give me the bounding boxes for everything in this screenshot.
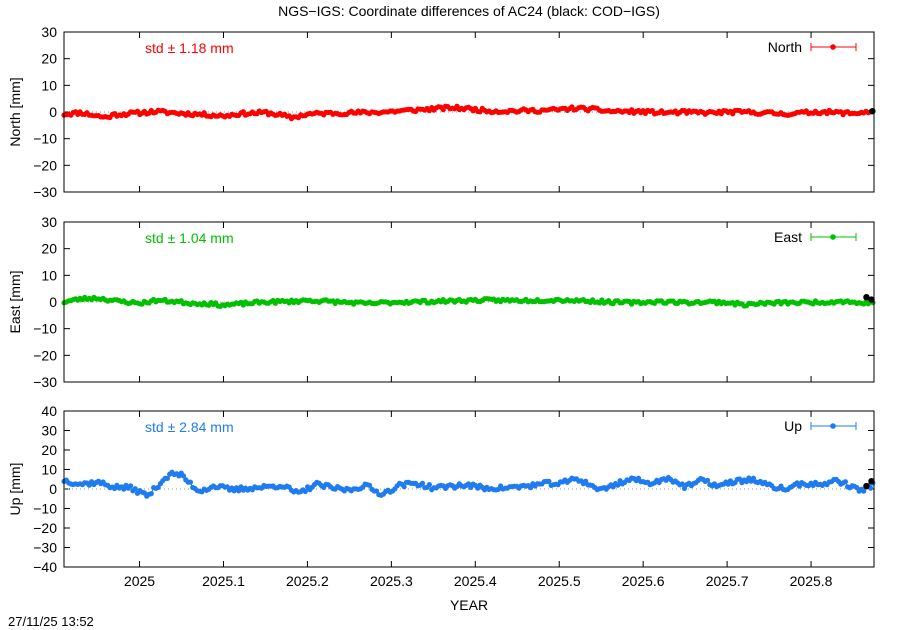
data-point <box>419 480 426 486</box>
data-point <box>128 483 134 489</box>
y-tick-label: 0 <box>49 294 57 310</box>
panel-north: 30 20 10 0 −10 −20 −30 North [mm] std ± 1.18 mm N… <box>7 24 876 200</box>
legend-label: North <box>768 39 802 55</box>
std-annotation: std ± 1.04 mm <box>145 230 234 246</box>
y-tick-label: −10 <box>33 501 57 517</box>
y-tick-label: −20 <box>33 347 57 363</box>
y-tick-label: −30 <box>33 374 57 390</box>
legend-marker <box>830 423 836 429</box>
data-point <box>704 477 711 483</box>
cod-point <box>868 478 875 485</box>
cod-point <box>869 108 876 115</box>
data-point <box>180 473 187 479</box>
legend-marker <box>830 234 836 240</box>
chart-title: NGS−IGS: Coordinate differences of AC24 … <box>278 3 660 19</box>
data-point <box>401 484 407 490</box>
data-point <box>861 488 867 494</box>
y-tick-label: 30 <box>41 214 57 230</box>
timestamp: 27/11/25 13:52 <box>8 614 94 629</box>
y-tick-label: −30 <box>33 540 57 556</box>
y-tick-label: 0 <box>49 481 57 497</box>
x-tick-label: 2025.6 <box>622 573 665 589</box>
x-tick-label: 2025.3 <box>370 573 413 589</box>
y-tick-label: 30 <box>41 24 57 40</box>
data-point <box>302 488 308 495</box>
cod-point <box>868 296 875 303</box>
panel-up: 40 30 20 10 0 −10 −20 −30 −40 2025 2025.1 2025.2 202… <box>7 403 876 589</box>
y-tick-label: 0 <box>49 104 57 120</box>
data-point <box>842 479 849 485</box>
std-annotation: std ± 1.18 mm <box>145 40 234 56</box>
x-tick-label: 2025.7 <box>706 573 749 589</box>
y-axis-label: North [mm] <box>7 77 23 146</box>
y-tick-label: 40 <box>41 403 57 419</box>
y-tick-label: −20 <box>33 157 57 173</box>
x-tick-label: 2025.4 <box>454 573 497 589</box>
x-tick-label: 2025.1 <box>202 573 245 589</box>
data-point <box>527 485 534 491</box>
y-tick-label: −40 <box>33 559 57 575</box>
y-tick-label: 20 <box>41 241 57 257</box>
data-point <box>615 482 621 488</box>
legend-label: Up <box>784 418 802 434</box>
y-tick-label: −30 <box>33 184 57 200</box>
data-point <box>681 485 688 491</box>
data-point <box>148 491 154 497</box>
x-tick-label: 2025 <box>124 573 155 589</box>
x-axis-label: YEAR <box>450 597 488 613</box>
data-point <box>546 478 552 484</box>
x-tick-label: 2025.5 <box>538 573 581 589</box>
y-tick-label: 20 <box>41 442 57 458</box>
x-tick-label: 2025.8 <box>790 573 833 589</box>
y-tick-label: −10 <box>33 131 57 147</box>
data-point <box>373 488 380 494</box>
plot-frame <box>63 31 875 193</box>
y-tick-label: 30 <box>41 423 57 439</box>
y-tick-label: −20 <box>33 520 57 536</box>
cod-point <box>863 294 870 301</box>
y-tick-label: 10 <box>41 462 57 478</box>
data-point <box>426 482 432 488</box>
y-tick-label: 20 <box>41 51 57 67</box>
data-point <box>187 479 193 485</box>
data-point <box>164 475 170 481</box>
y-tick-label: −10 <box>33 321 57 337</box>
data-point <box>367 482 373 488</box>
y-tick-label: 10 <box>41 267 57 283</box>
data-point <box>121 486 127 492</box>
y-axis-label: East [mm] <box>7 270 23 333</box>
legend-marker <box>830 44 836 50</box>
plot-frame <box>63 410 875 568</box>
data-point <box>236 488 242 494</box>
cod-point <box>863 482 870 490</box>
panel-east: 30 20 10 0 −10 −20 −30 East [mm] std ± 1.04 mm Ea… <box>7 214 876 390</box>
x-tick-label: 2025.2 <box>286 573 329 589</box>
std-annotation: std ± 2.84 mm <box>145 419 234 435</box>
plot-frame <box>63 221 875 383</box>
y-tick-label: 10 <box>41 77 57 93</box>
legend-label: East <box>774 229 802 245</box>
y-axis-label: Up [mm] <box>7 463 23 516</box>
data-point <box>155 484 161 490</box>
data-point <box>132 486 138 492</box>
data-point <box>679 481 685 487</box>
